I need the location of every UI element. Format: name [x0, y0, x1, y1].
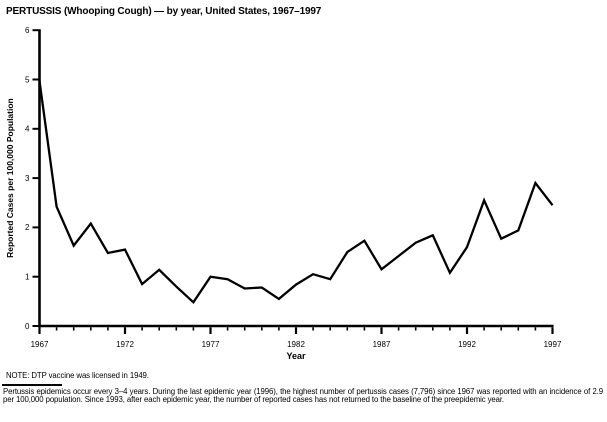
- chart-title: PERTUSSIS (Whooping Cough) — by year, Un…: [6, 6, 322, 17]
- x-tick-label: 1992: [458, 340, 476, 349]
- pertussis-line-chart: 0 1 2 3 4 5 6 1967 1972 1977 1982 1987 1992 1997 Year R…: [5, 26, 562, 361]
- y-tick-label: 6: [25, 26, 30, 35]
- y-tick-label: 1: [25, 273, 30, 282]
- x-tick-label: 1987: [373, 340, 391, 349]
- x-tick-label: 1982: [287, 340, 305, 349]
- vaccine-note: NOTE: DTP vaccine was licensed in 1949.: [6, 371, 149, 380]
- y-axis-title: Reported Cases per 100,000 Population: [5, 98, 15, 258]
- x-tick-label: 1967: [31, 340, 49, 349]
- y-tick-label: 5: [25, 75, 30, 84]
- y-tick-label: 4: [25, 125, 30, 134]
- pertussis-rate-line: [38, 80, 554, 305]
- x-axis-title: Year: [286, 351, 306, 361]
- y-tick-label: 3: [25, 174, 30, 183]
- footnote-text: Pertussis epidemics occur every 3–4 year…: [3, 387, 603, 405]
- footnote-divider: [2, 384, 62, 386]
- y-tick-label: 0: [25, 322, 30, 331]
- x-tick-label: 1997: [544, 340, 562, 349]
- x-tick-label: 1977: [202, 340, 220, 349]
- x-tick-label: 1972: [116, 340, 134, 349]
- y-tick-label: 2: [25, 223, 30, 232]
